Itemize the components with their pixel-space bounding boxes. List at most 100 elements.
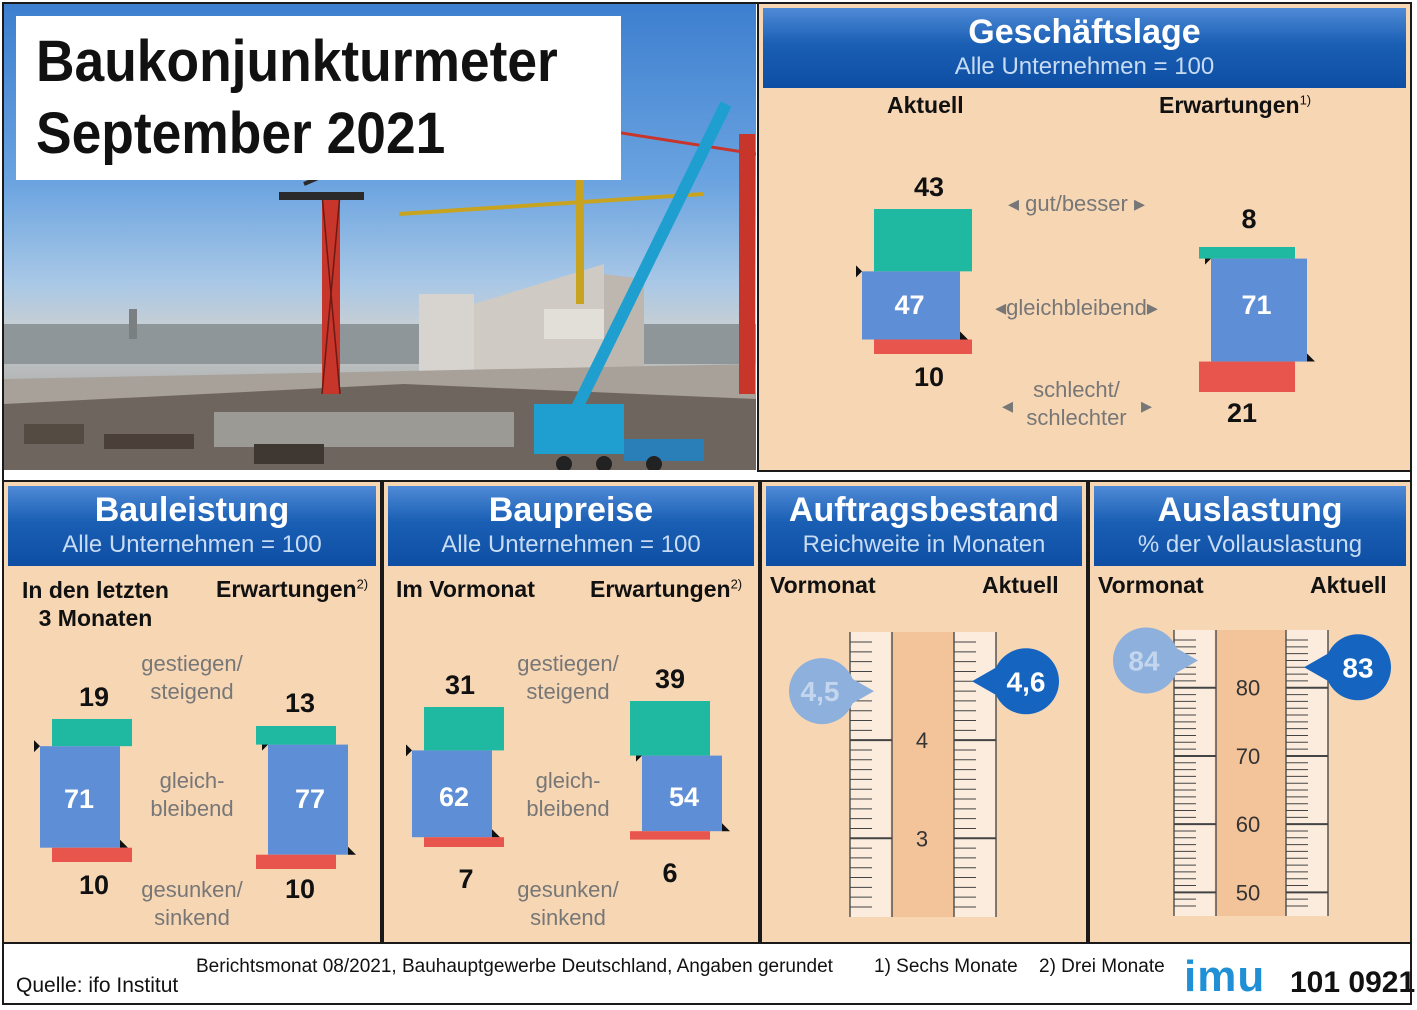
arrow-left-icon: ◂ [995, 295, 1007, 320]
ab-prev-marker [789, 658, 855, 725]
value-right-same: 77 [294, 784, 326, 814]
bl-left-bar-same [40, 746, 120, 848]
value-left-same: 71 [63, 784, 95, 814]
gl-erw-corner-marker [1307, 353, 1315, 362]
footer: Quelle: ifo Institut Berichtsmonat 08/20… [4, 944, 1415, 1004]
bl-right-bar-down [256, 854, 336, 869]
col-head-vormonat: Vormonat [1098, 572, 1204, 598]
panel-title: Auslastung [1157, 491, 1343, 529]
value-left-up: 31 [444, 670, 476, 700]
value-erw-down: 21 [1226, 398, 1258, 428]
col-head-right: Erwartungen2) [216, 576, 368, 603]
label-bad-line1: schlecht/ [1033, 377, 1120, 402]
col-head-left: In den letzten 3 Monaten [22, 576, 169, 632]
label-bad: schlecht/ schlechter [999, 376, 1154, 432]
col-head-aktuell: Aktuell [887, 92, 964, 118]
bl-left-bar-up [52, 719, 132, 747]
label-down-line1: gesunken/ [517, 877, 619, 902]
value-right-down: 6 [662, 858, 678, 888]
label-up-line2: steigend [526, 679, 610, 704]
construction-photo: Baukonjunkturmeter September 2021 [4, 4, 756, 470]
panel-subtitle: Alle Unternehmen = 100 [441, 531, 701, 558]
ab-tick-label: 3 [916, 826, 928, 851]
panel-title: Baupreise [488, 491, 654, 529]
al-curr-pointer [1304, 651, 1332, 684]
arrow-left-icon: ◂ [1002, 393, 1014, 418]
ab-prev-value: 4,5 [801, 676, 840, 707]
value-erw-same: 71 [1241, 290, 1272, 320]
panel-auftragsbestand: Auftragsbestand Reichweite in Monaten Vo… [760, 480, 1088, 944]
arrow-left-icon: ◂ [1007, 191, 1026, 216]
gl-erw-bar-same [1211, 258, 1307, 362]
col-head-left-line2: 3 Monaten [38, 605, 153, 631]
panel-header: Auslastung % der Vollauslastung [1094, 486, 1406, 566]
panel-subtitle: Alle Unternehmen = 100 [62, 531, 322, 558]
ab-glow-band [890, 632, 954, 917]
bp-left-corner-marker [406, 744, 412, 757]
panel-title: Auftragsbestand [788, 491, 1060, 529]
label-same-line1: gleich- [535, 768, 601, 793]
bp-left-bar-same [412, 750, 492, 838]
source-text: Quelle: ifo Institut [16, 974, 179, 997]
construction-scene-illustration [4, 101, 756, 470]
value-right-up: 13 [284, 688, 316, 718]
bauleistung-bars [34, 719, 356, 869]
footnote-marker: 1) [1299, 92, 1312, 108]
footnote-marker: 2) [730, 576, 743, 592]
gl-aktuell-corner-marker [856, 265, 862, 278]
report-note: Berichtsmonat 08/2021, Bauhauptgewerbe D… [196, 956, 833, 977]
panel-baupreise: Baupreise Alle Unternehmen = 100 Im Vorm… [382, 480, 760, 944]
label-good-text: gut/besser [1025, 191, 1128, 216]
label-same-line1: gleich- [159, 768, 225, 793]
ab-tick-label: 4 [916, 728, 928, 753]
al-curr-marker [1325, 634, 1391, 701]
graphic-code: 101 0921 [1290, 966, 1416, 999]
value-left-up: 19 [78, 682, 110, 712]
label-down-line1: gesunken/ [141, 877, 243, 902]
al-tube-left [1174, 630, 1216, 916]
col-head-left: Im Vormonat [396, 576, 535, 602]
panel-header: Baupreise Alle Unternehmen = 100 [388, 486, 754, 566]
value-aktuell-up: 43 [913, 172, 945, 202]
panel-header: Geschäftslage Alle Unternehmen = 100 [763, 8, 1406, 88]
gl-erw-bar-up [1199, 247, 1295, 259]
panel-title: Geschäftslage [968, 13, 1201, 51]
value-left-down: 10 [78, 870, 110, 900]
panel-subtitle: Alle Unternehmen = 100 [954, 53, 1215, 80]
panel-auslastung: Auslastung % der Vollauslastung Vormonat… [1088, 480, 1412, 944]
ab-curr-pointer [972, 665, 1000, 698]
al-tube-right [1286, 630, 1328, 916]
bp-right-bar-down [630, 831, 710, 840]
gl-aktuell-bar-same [862, 271, 960, 340]
panel-header: Bauleistung Alle Unternehmen = 100 [8, 486, 376, 566]
arrow-right-icon: ▸ [1141, 393, 1153, 418]
footnote-1: 1) Sechs Monate [874, 956, 1018, 977]
value-right-up: 39 [654, 664, 686, 694]
gl-aktuell-corner-marker [960, 331, 968, 340]
value-right-down: 10 [284, 874, 316, 904]
gl-aktuell-bar-up [874, 209, 972, 272]
ab-curr-value: 4,6 [1007, 666, 1046, 697]
bl-right-corner-marker [348, 846, 356, 855]
imu-logo: imu [1184, 952, 1266, 1001]
auftragsbestand-gauge: 3 4 4,5 4,6 [789, 632, 1059, 917]
baupreise-bars [406, 701, 730, 847]
bl-left-corner-marker [34, 740, 40, 753]
arrow-right-icon: ▸ [1146, 295, 1158, 320]
gl-erw-bar-down [1199, 361, 1295, 392]
col-head-right-text: Erwartungen [590, 576, 731, 602]
label-same-text: gleichbleibend [1006, 295, 1147, 320]
al-curr-value: 83 [1342, 652, 1373, 683]
ab-curr-marker [993, 648, 1059, 715]
geschaeftslage-bars [856, 209, 1315, 392]
value-left-down: 7 [458, 864, 474, 894]
col-head-erwartungen-text: Erwartungen [1159, 92, 1300, 118]
col-head-right-text: Erwartungen [216, 576, 357, 602]
arrow-right-icon: ▸ [1127, 191, 1146, 216]
al-prev-pointer [1170, 644, 1198, 677]
value-right-same: 54 [668, 782, 700, 812]
label-down-line2: sinkend [154, 905, 230, 930]
panel-geschaeftslage: Geschäftslage Alle Unternehmen = 100 Akt… [757, 2, 1412, 472]
bp-left-corner-marker [492, 829, 500, 838]
panel-subtitle: % der Vollauslastung [1137, 531, 1363, 558]
